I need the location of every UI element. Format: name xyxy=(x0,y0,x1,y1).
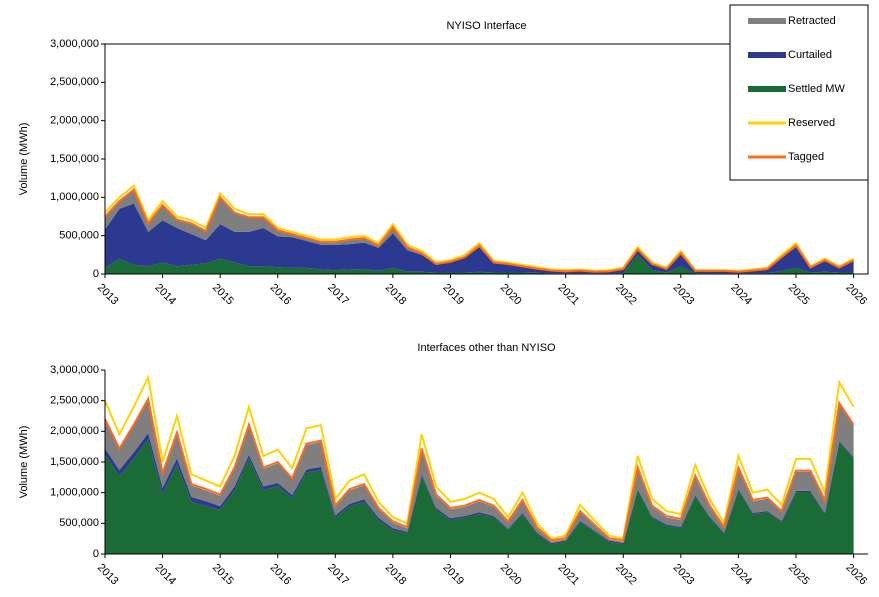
x-tick-label: 2022 xyxy=(613,282,639,308)
y-tick-label: 0 xyxy=(93,268,99,280)
x-tick-label: 2022 xyxy=(613,562,639,588)
y-axis-label: Volume (MWh) xyxy=(18,426,30,499)
legend-label: Retracted xyxy=(788,15,836,27)
x-tick-label: 2025 xyxy=(786,562,812,588)
area xyxy=(105,203,854,274)
x-tick-label: 2021 xyxy=(556,282,582,308)
x-tick-label: 2020 xyxy=(498,282,524,308)
x-tick-label: 2013 xyxy=(95,282,121,308)
x-tick-label: 2017 xyxy=(325,282,351,308)
x-tick-label: 2026 xyxy=(843,282,869,308)
chart-title: Interfaces other than NYISO xyxy=(417,342,556,354)
x-tick-label: 2018 xyxy=(383,282,409,308)
y-tick-label: 2,000,000 xyxy=(50,115,99,127)
x-tick-label: 2019 xyxy=(440,562,466,588)
legend-label: Settled MW xyxy=(788,83,845,95)
x-tick-label: 2019 xyxy=(440,282,466,308)
y-tick-label: 1,000,000 xyxy=(50,487,99,499)
x-tick-label: 2023 xyxy=(671,562,697,588)
x-tick-label: 2016 xyxy=(268,562,294,588)
x-tick-label: 2017 xyxy=(325,562,351,588)
legend-label: Tagged xyxy=(788,151,824,163)
y-tick-label: 3,000,000 xyxy=(50,364,99,376)
x-tick-label: 2014 xyxy=(152,562,178,588)
y-tick-label: 500,000 xyxy=(59,517,99,529)
x-tick-label: 2024 xyxy=(728,562,754,588)
x-tick-label: 2018 xyxy=(383,562,409,588)
x-tick-label: 2014 xyxy=(152,282,178,308)
x-tick-label: 2015 xyxy=(210,562,236,588)
y-tick-label: 1,000,000 xyxy=(50,191,99,203)
x-tick-label: 2023 xyxy=(671,282,697,308)
x-tick-label: 2013 xyxy=(95,562,121,588)
y-tick-label: 3,000,000 xyxy=(50,38,99,50)
line xyxy=(104,374,855,540)
chart-title: NYISO Interface xyxy=(446,20,526,32)
area xyxy=(105,254,854,274)
x-tick-label: 2021 xyxy=(556,562,582,588)
y-tick-label: 2,500,000 xyxy=(50,395,99,407)
area xyxy=(105,439,854,554)
x-tick-label: 2020 xyxy=(498,562,524,588)
legend-box xyxy=(729,4,869,181)
x-tick-label: 2024 xyxy=(728,282,754,308)
legend-swatch xyxy=(748,86,786,92)
line xyxy=(104,188,855,273)
line xyxy=(104,395,855,542)
x-tick-label: 2026 xyxy=(843,562,869,588)
legend-swatch xyxy=(748,18,786,24)
legend-label: Reserved xyxy=(788,117,835,129)
y-tick-label: 500,000 xyxy=(59,230,99,242)
y-tick-label: 2,500,000 xyxy=(50,76,99,88)
legend-swatch xyxy=(748,52,786,58)
y-tick-label: 1,500,000 xyxy=(50,456,99,468)
y-tick-label: 2,000,000 xyxy=(50,425,99,437)
x-tick-label: 2025 xyxy=(786,282,812,308)
y-tick-label: 1,500,000 xyxy=(50,153,99,165)
x-tick-label: 2015 xyxy=(210,282,236,308)
legend-label: Curtailed xyxy=(788,49,832,61)
y-tick-label: 0 xyxy=(93,548,99,560)
y-axis-label: Volume (MWh) xyxy=(18,123,30,196)
x-tick-label: 2016 xyxy=(268,282,294,308)
